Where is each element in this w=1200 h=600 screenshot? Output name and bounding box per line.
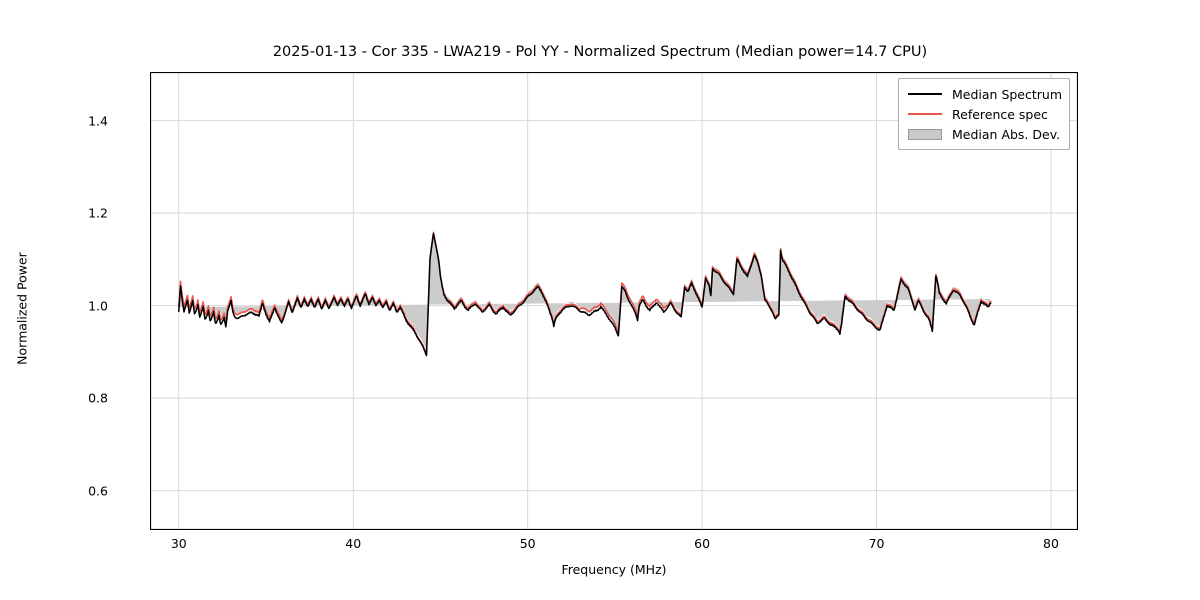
axis-ticks bbox=[150, 121, 1051, 530]
legend-label: Median Spectrum bbox=[952, 86, 1063, 102]
legend-swatch-fill bbox=[908, 129, 942, 140]
legend-swatch-line bbox=[908, 93, 942, 95]
x-tick-label: 80 bbox=[1043, 536, 1059, 551]
legend-box: Median Spectrum Reference spec Median Abs.… bbox=[898, 78, 1071, 150]
chart-title: 2025-01-13 - Cor 335 - LWA219 - Pol YY -… bbox=[272, 44, 928, 60]
y-tick-label: 1.4 bbox=[88, 113, 108, 129]
y-tick-label: 0.8 bbox=[88, 390, 108, 406]
legend-line-swatch bbox=[906, 107, 944, 121]
x-tick-label: 60 bbox=[694, 536, 711, 551]
legend-swatch-line bbox=[908, 113, 942, 115]
median-spectrum-line bbox=[178, 232, 992, 357]
reference-spec-line bbox=[178, 231, 992, 356]
x-axis-label: Frequency (MHz) bbox=[561, 562, 667, 577]
y-tick-label: 0.6 bbox=[88, 483, 108, 499]
x-tick-label: 40 bbox=[345, 536, 362, 551]
legend-label: Median Abs. Dev. bbox=[952, 126, 1061, 142]
y-axis-label: Normalized Power bbox=[14, 252, 30, 365]
y-tick-label: 1.2 bbox=[88, 205, 108, 221]
x-tick-label: 50 bbox=[519, 536, 536, 551]
legend-patch-swatch bbox=[906, 127, 944, 141]
legend-entry: Median Spectrum bbox=[906, 84, 1062, 104]
legend-line-swatch bbox=[906, 87, 944, 101]
median-abs-dev-band bbox=[178, 229, 991, 352]
legend-entry: Median Abs. Dev. bbox=[906, 124, 1062, 144]
axes-frame bbox=[150, 72, 1078, 530]
y-tick-label: 1.0 bbox=[88, 298, 108, 314]
legend-entry: Reference spec bbox=[906, 104, 1062, 124]
legend-label: Reference spec bbox=[952, 106, 1048, 122]
x-tick-label: 30 bbox=[170, 536, 187, 551]
x-tick-label: 70 bbox=[868, 536, 885, 551]
